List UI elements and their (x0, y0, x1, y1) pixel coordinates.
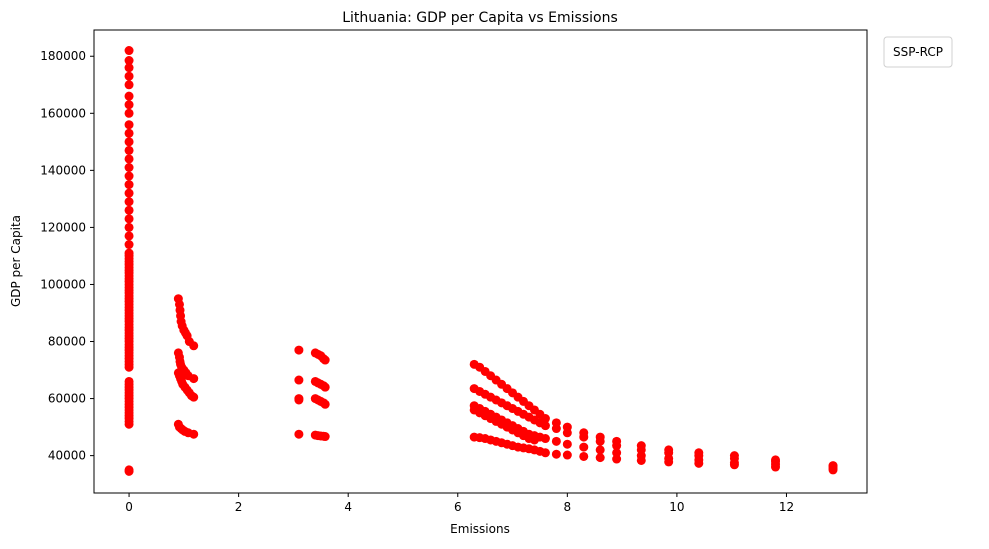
data-point (189, 429, 199, 439)
data-point (612, 441, 622, 451)
data-point (124, 171, 134, 181)
data-point (124, 197, 134, 207)
x-axis-label: Emissions (450, 522, 510, 536)
data-point (124, 145, 134, 155)
data-point (124, 63, 134, 73)
x-axis-ticks: 0 2 4 6 8 10 12 (125, 493, 794, 514)
data-point (124, 56, 134, 66)
legend-box (883, 36, 953, 68)
data-point (579, 442, 589, 452)
data-point (636, 455, 646, 465)
data-point (579, 451, 589, 461)
data-point (124, 71, 134, 81)
data-point (664, 457, 674, 467)
data-point (124, 120, 134, 130)
x-tick-label: 0 (125, 500, 133, 514)
data-point (124, 465, 134, 475)
data-point (124, 80, 134, 90)
y-tick-label: 140000 (40, 163, 86, 177)
data-point (595, 436, 605, 446)
y-axis-label: GDP per Capita (9, 215, 23, 307)
x-tick-label: 4 (344, 500, 352, 514)
y-axis-ticks: 40000 60000 80000 100000 120000 140000 160000 1… (40, 49, 94, 463)
data-point (189, 341, 199, 351)
data-point (294, 345, 304, 355)
data-point (124, 188, 134, 198)
data-point (562, 428, 572, 438)
data-point (124, 100, 134, 110)
data-point (320, 399, 330, 409)
data-point (294, 375, 304, 385)
data-point (189, 392, 199, 402)
data-point (189, 374, 199, 384)
data-point (124, 154, 134, 164)
y-tick-label: 60000 (48, 392, 86, 406)
y-tick-label: 100000 (40, 277, 86, 291)
data-point (124, 46, 134, 56)
x-tick-label: 2 (235, 500, 243, 514)
data-point (320, 432, 330, 442)
data-point (124, 180, 134, 190)
data-point (540, 421, 550, 431)
data-point (729, 460, 739, 470)
data-point (124, 108, 134, 118)
data-point (124, 163, 134, 173)
x-tick-label: 8 (564, 500, 572, 514)
data-point (540, 434, 550, 444)
data-point (771, 462, 781, 472)
data-point (612, 454, 622, 464)
data-point (551, 449, 561, 459)
x-tick-label: 12 (779, 500, 794, 514)
data-point (124, 376, 134, 386)
data-point (540, 448, 550, 458)
y-tick-label: 120000 (40, 220, 86, 234)
legend-title: SSP-RCP (893, 45, 943, 59)
data-point (124, 91, 134, 101)
data-point (579, 432, 589, 442)
y-tick-label: 40000 (48, 449, 86, 463)
data-point (551, 436, 561, 446)
data-point (562, 450, 572, 460)
data-point (694, 458, 704, 468)
data-point (595, 445, 605, 455)
data-point (294, 395, 304, 405)
data-point (124, 248, 134, 258)
data-point (124, 128, 134, 138)
data-point (124, 214, 134, 224)
y-tick-label: 160000 (40, 106, 86, 120)
data-point (529, 435, 539, 445)
data-point (124, 205, 134, 215)
y-tick-label: 80000 (48, 335, 86, 349)
data-point (320, 382, 330, 392)
data-point (124, 137, 134, 147)
data-point (612, 448, 622, 458)
x-tick-label: 10 (669, 500, 684, 514)
y-tick-label: 180000 (40, 49, 86, 63)
chart-title: Lithuania: GDP per Capita vs Emissions (342, 10, 618, 26)
data-point (124, 240, 134, 250)
points-layer (124, 46, 838, 476)
data-point (551, 424, 561, 434)
plot-frame (93, 29, 868, 494)
data-point (562, 439, 572, 449)
data-point (124, 231, 134, 241)
data-point (595, 453, 605, 463)
data-point (124, 222, 134, 232)
legend: SSP-RCP (883, 36, 953, 68)
x-tick-label: 6 (454, 500, 462, 514)
data-point (828, 465, 838, 475)
data-point (294, 429, 304, 439)
data-point (320, 355, 330, 365)
